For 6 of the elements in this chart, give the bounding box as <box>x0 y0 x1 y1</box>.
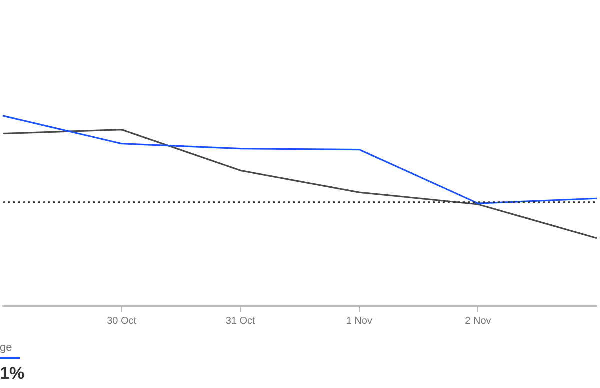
text: 1% <box>0 364 25 384</box>
text: ge <box>0 342 14 354</box>
x-tick-label: 31 Oct <box>226 316 256 327</box>
x-tick-label: 2 Nov <box>465 316 492 327</box>
x-tick-label: 1 Nov <box>346 316 372 327</box>
x-tick-label: 30 Oct <box>107 316 137 327</box>
